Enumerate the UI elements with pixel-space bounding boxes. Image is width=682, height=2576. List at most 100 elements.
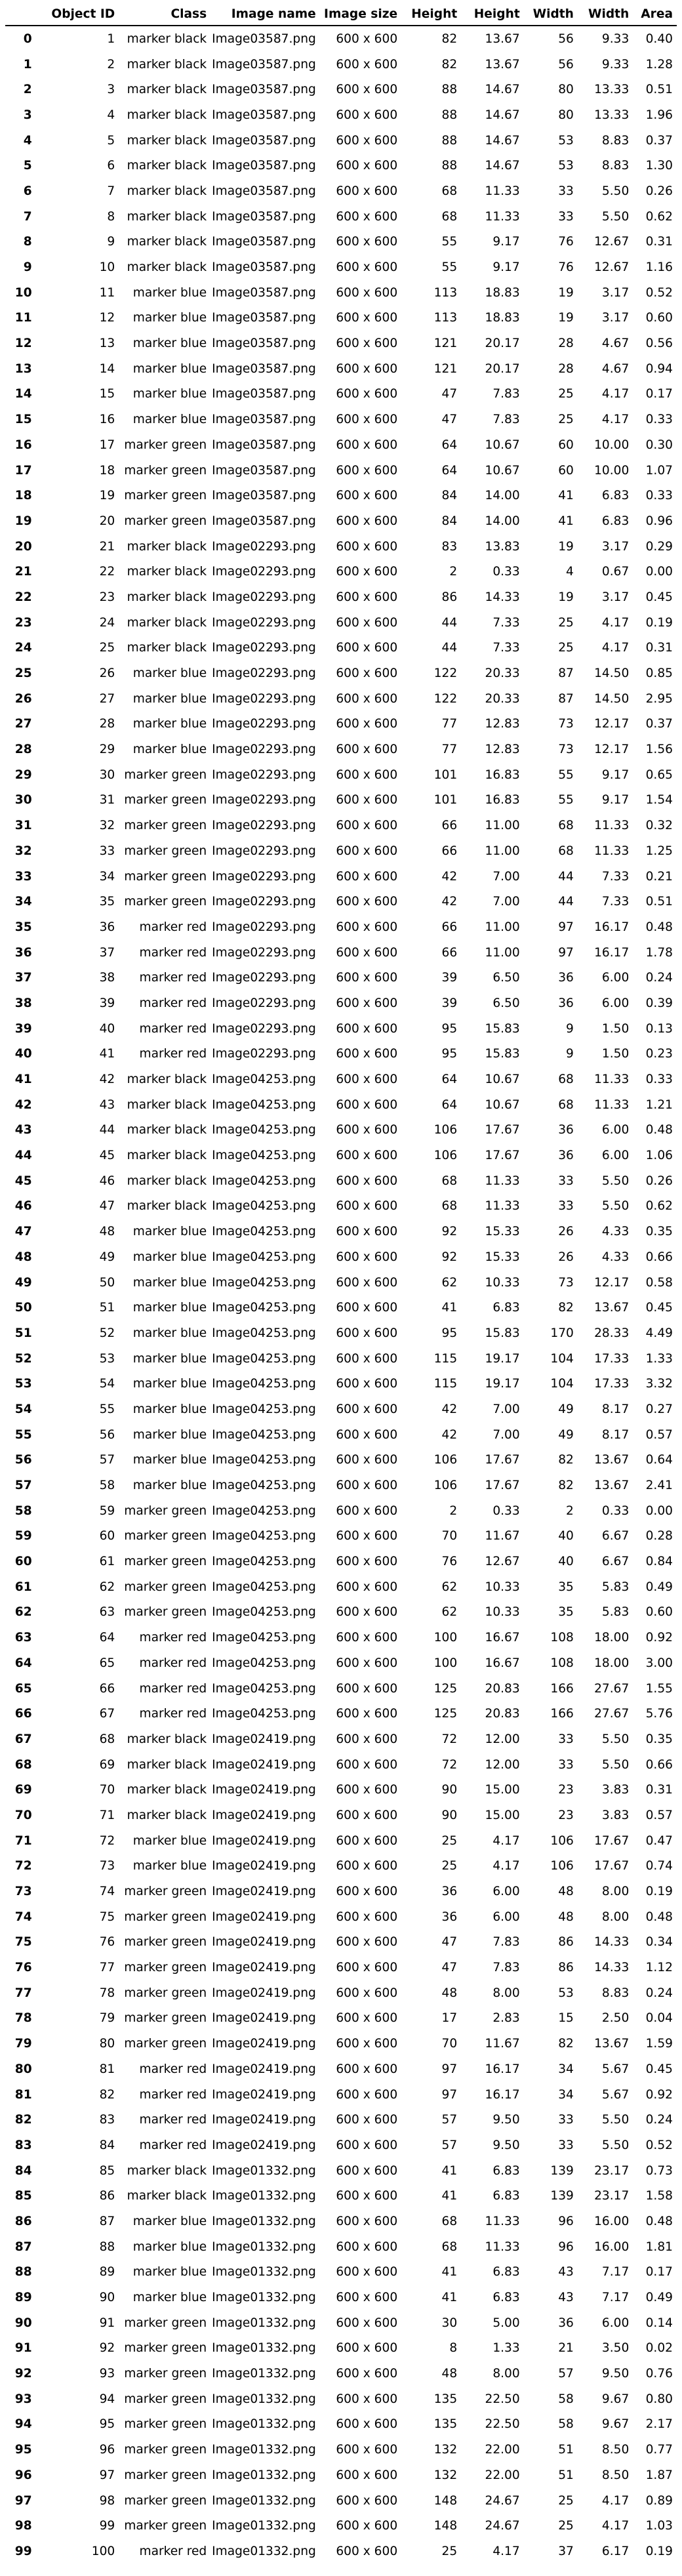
table-row: 43 44 marker black Image04253.png 600 x 600 1… xyxy=(5,1117,677,1143)
image-size-cell: 600 x 600 xyxy=(319,2031,402,2056)
height-cell: 5.00 xyxy=(492,2316,520,2330)
width-cell: 4.67 xyxy=(601,337,630,351)
height-cell: 13.67 xyxy=(461,51,524,77)
image-name-cell: Image03587.png xyxy=(211,305,320,331)
height-cell: 11.67 xyxy=(461,2031,524,2056)
class-cell: marker blue xyxy=(132,1301,207,1315)
image-size-cell: 600 x 600 xyxy=(336,2062,398,2076)
row-index-cell: 12 xyxy=(14,337,32,351)
image-size-cell: 600 x 600 xyxy=(336,2519,398,2533)
height-cell: 20.83 xyxy=(461,1675,524,1702)
table-row: 31 32 marker green Image02293.png 600 x 600 6… xyxy=(5,813,677,838)
width-cell: 17.33 xyxy=(577,1371,633,1397)
height-px-cell: 106 xyxy=(401,1473,462,1498)
image-size-cell: 600 x 600 xyxy=(319,203,402,230)
table-row: 24 25 marker black Image02293.png 600 x 600 4… xyxy=(5,636,677,661)
width-px-cell: 35 xyxy=(523,1574,578,1600)
height-px-cell: 39 xyxy=(441,996,458,1010)
height-cell: 18.83 xyxy=(485,285,520,300)
table-row: 39 40 marker red Image02293.png 600 x 600 95 1… xyxy=(5,1015,677,1042)
class-cell: marker green xyxy=(119,2031,211,2056)
image-size-cell: 600 x 600 xyxy=(319,965,402,991)
area-cell: 0.45 xyxy=(645,1301,673,1315)
class-cell: marker black xyxy=(127,641,207,655)
area-cell: 0.56 xyxy=(645,337,673,351)
width-cell: 14.33 xyxy=(577,1929,633,1955)
row-index-cell: 67 xyxy=(5,1727,36,1752)
area-cell: 0.23 xyxy=(645,1047,673,1061)
width-cell: 12.17 xyxy=(577,711,633,737)
height-cell: 7.83 xyxy=(461,1929,524,1955)
image-name-cell: Image02293.png xyxy=(212,793,316,808)
class-cell: marker red xyxy=(119,914,211,940)
table-row: 1 2 marker black Image03587.png 600 x 600 82 1… xyxy=(5,51,677,77)
width-cell: 6.83 xyxy=(577,508,633,534)
width-cell: 0.33 xyxy=(601,1503,630,1518)
object-id-cell: 23 xyxy=(99,590,115,604)
height-cell: 22.50 xyxy=(461,2386,524,2412)
width-px-cell: 96 xyxy=(558,2214,574,2228)
height-cell: 6.50 xyxy=(461,965,524,991)
width-px-cell: 25 xyxy=(523,407,578,432)
image-size-cell: 600 x 600 xyxy=(319,508,402,534)
image-name-cell: Image02293.png xyxy=(211,762,320,788)
height-px-cell: 47 xyxy=(401,1929,462,1955)
area-cell: 0.34 xyxy=(633,1929,677,1955)
height-px-cell: 36 xyxy=(401,1879,462,1904)
height-cell: 20.33 xyxy=(461,661,524,686)
width-cell: 8.50 xyxy=(577,2437,633,2463)
table-row: 87 88 marker blue Image01332.png 600 x 600 68… xyxy=(5,2234,677,2260)
height-px-cell: 64 xyxy=(401,1067,462,1092)
image-name-cell: Image03587.png xyxy=(212,31,316,46)
height-cell: 12.83 xyxy=(461,711,524,737)
class-cell: marker black xyxy=(127,1757,207,1772)
row-index-cell: 29 xyxy=(5,762,36,788)
area-cell: 0.33 xyxy=(633,1067,677,1092)
height-cell: 20.33 xyxy=(485,691,520,706)
width-px-cell: 49 xyxy=(558,1402,574,1416)
class-cell: marker black xyxy=(119,2183,211,2209)
table-row: 86 87 marker blue Image01332.png 600 x 600 68… xyxy=(5,2209,677,2234)
height-cell: 9.50 xyxy=(461,2133,524,2158)
row-index-cell: 89 xyxy=(5,2285,36,2310)
width-px-cell: 57 xyxy=(558,2367,574,2381)
image-size-cell: 600 x 600 xyxy=(336,1402,398,1416)
height-px-cell: 90 xyxy=(401,1777,462,1803)
area-cell: 0.52 xyxy=(633,2133,677,2158)
object-id-cell: 3 xyxy=(107,83,115,97)
object-id-cell: 16 xyxy=(35,407,119,432)
class-cell: marker green xyxy=(124,489,207,503)
height-cell: 0.33 xyxy=(461,559,524,585)
table-row: 88 89 marker blue Image01332.png 600 x 600 41… xyxy=(5,2260,677,2285)
area-cell: 0.19 xyxy=(633,609,677,636)
area-cell: 0.57 xyxy=(645,1808,673,1822)
image-size-cell: 600 x 600 xyxy=(336,1808,398,1822)
object-id-cell: 34 xyxy=(35,863,119,889)
area-cell: 3.32 xyxy=(633,1371,677,1397)
image-size-cell: 600 x 600 xyxy=(319,102,402,128)
height-px-cell: 148 xyxy=(401,2487,462,2514)
image-name-cell: Image03587.png xyxy=(211,203,320,230)
width-cell: 3.50 xyxy=(577,2335,633,2361)
width-px-cell: 68 xyxy=(523,1067,578,1092)
table-row: 21 22 marker black Image02293.png 600 x 600 2… xyxy=(5,559,677,585)
height-px-cell: 77 xyxy=(401,711,462,737)
height-cell: 16.17 xyxy=(485,2062,520,2076)
width-cell: 5.50 xyxy=(577,2133,633,2158)
row-index-cell: 72 xyxy=(14,1859,32,1873)
height-cell: 15.33 xyxy=(461,1219,524,1244)
height-cell: 8.00 xyxy=(492,2367,520,2381)
area-cell: 1.03 xyxy=(645,2519,673,2533)
height-cell: 16.17 xyxy=(461,2081,524,2108)
table-row: 81 82 marker red Image02419.png 600 x 600 97 1… xyxy=(5,2081,677,2108)
image-size-cell: 600 x 600 xyxy=(319,1067,402,1092)
row-index-cell: 79 xyxy=(5,2031,36,2056)
height-px-cell: 106 xyxy=(433,1149,458,1163)
width-cell: 18.00 xyxy=(594,1656,630,1670)
image-size-cell: 600 x 600 xyxy=(336,2316,398,2330)
row-index-cell: 91 xyxy=(5,2335,36,2361)
height-cell: 7.83 xyxy=(492,1961,520,1975)
object-id-cell: 78 xyxy=(35,1980,119,2006)
row-index-cell: 54 xyxy=(14,1402,32,1416)
class-cell: marker green xyxy=(119,1523,211,1549)
